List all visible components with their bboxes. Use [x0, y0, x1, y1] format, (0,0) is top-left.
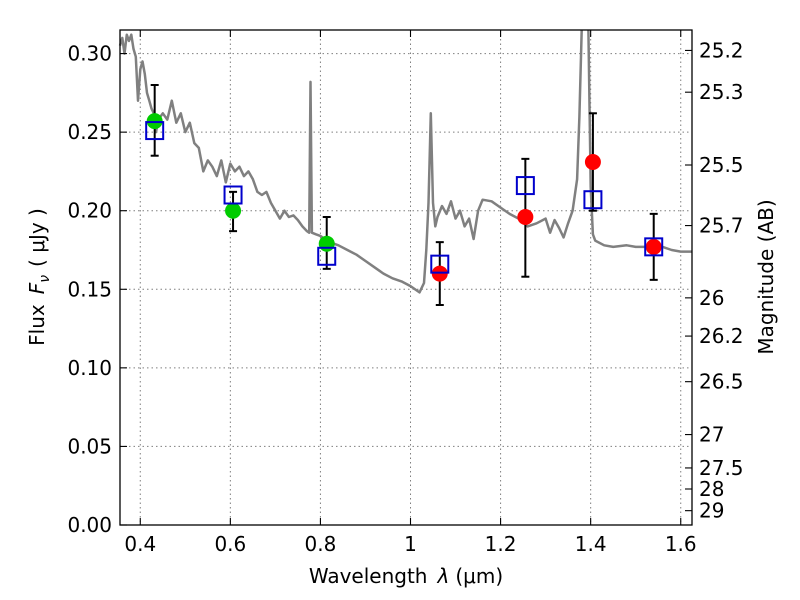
y2-tick-label: 28: [699, 477, 724, 501]
grid-lines: [120, 30, 692, 525]
y-tick-label: 0.10: [67, 356, 112, 380]
y2-tick-label: 29: [699, 499, 724, 523]
y2-tick-label: 25.7: [699, 214, 744, 238]
x-tick-label: 0.6: [214, 532, 246, 556]
model-spectrum-line: [118, 29, 583, 294]
y2-tick-label: 25.3: [699, 80, 744, 104]
model-flux-marker: [223, 185, 243, 205]
y2-tick-label: 25.2: [699, 38, 744, 62]
data-markers: [145, 113, 664, 282]
y-tick-label: 0.20: [67, 199, 112, 223]
y2-tick-label: 25.5: [699, 153, 744, 177]
y2-tick-label: 26.2: [699, 324, 744, 348]
y2-tick-label: 26.5: [699, 370, 744, 394]
model-flux-marker: [515, 176, 535, 196]
data-point: [225, 202, 242, 219]
x-tick-label: 0.4: [124, 532, 156, 556]
error-bars: [150, 84, 658, 306]
y-axis-label: FluxFν( μJy ): [25, 208, 53, 346]
model-spectrum-line-segment: [587, 29, 692, 253]
y-tick-label: 0.30: [67, 42, 112, 66]
model-flux-marker: [644, 237, 664, 257]
model-flux-marker: [145, 121, 165, 141]
y2-tick-label: 27.5: [699, 456, 744, 480]
model-flux-marker: [317, 246, 337, 266]
plot-frame: [119, 29, 693, 526]
model-flux-marker: [583, 190, 603, 210]
y2-tick-label: 27: [699, 423, 724, 447]
x-axis-label: Wavelength λ (μm): [309, 564, 503, 588]
x-tick-label: 1.4: [575, 532, 607, 556]
x-tick-label: 1.6: [665, 532, 697, 556]
model-flux-marker: [430, 254, 450, 274]
data-point: [584, 154, 601, 170]
y2-axis-label: Magnitude (AB): [754, 199, 778, 354]
y-tick-label: 0.05: [67, 434, 112, 458]
y-tick-label: 0.00: [67, 513, 112, 537]
y-tick-label: 0.15: [67, 277, 112, 301]
data-point: [318, 235, 335, 252]
axis-ticks: [120, 30, 692, 526]
data-point: [645, 238, 662, 255]
x-tick-label: 1.2: [485, 532, 517, 556]
y2-tick-label: 26: [699, 286, 724, 310]
data-point: [517, 209, 534, 225]
x-tick-label: 0.8: [305, 532, 337, 556]
model-spectrum: [118, 29, 692, 294]
x-tick-label: 1: [404, 532, 417, 556]
tick-labels: 0.4 0.6 0.8 1 1.2 1.4 1.6 0.00 0.05 0.10 0.15 0.20 0…: [67, 38, 743, 556]
y-tick-label: 0.25: [67, 120, 112, 144]
